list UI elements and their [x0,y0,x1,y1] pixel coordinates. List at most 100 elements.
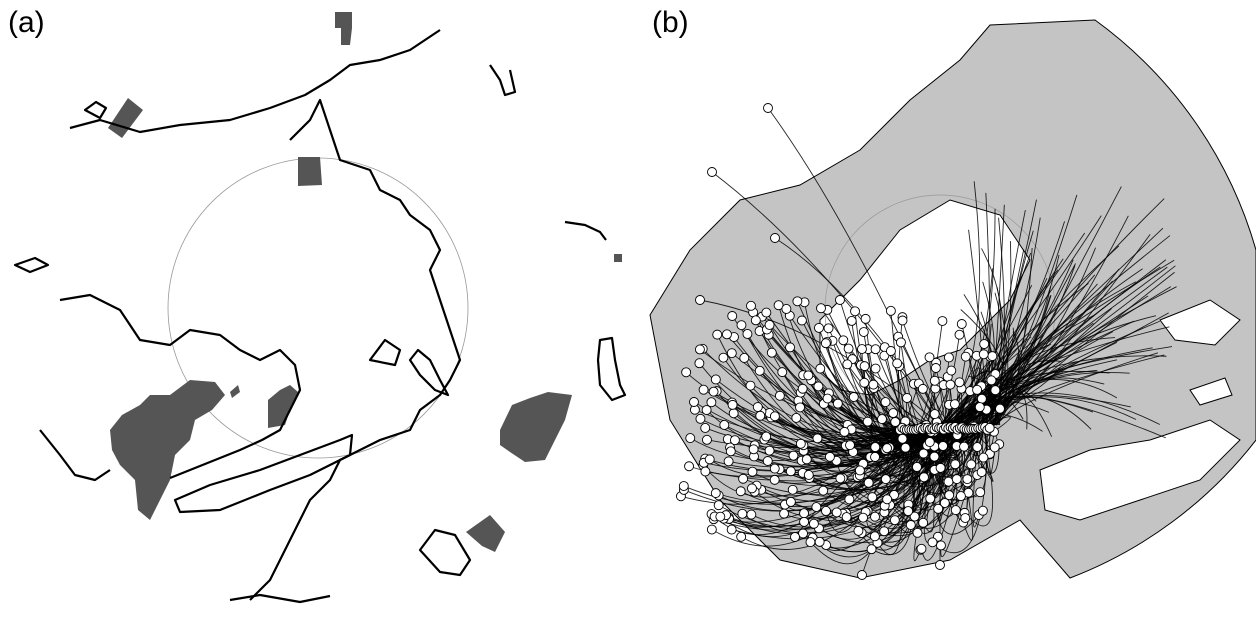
figure: (a) (b) [0,0,1256,622]
block [230,385,240,398]
release-point [987,376,996,385]
release-point [944,477,953,486]
release-point [823,394,832,403]
release-point [881,398,890,407]
block [110,380,225,520]
release-point [729,409,738,418]
release-point [840,427,849,436]
release-point [851,307,860,316]
coastline [565,222,606,240]
release-point [800,517,809,526]
coastline [490,65,515,95]
release-point [724,457,733,466]
release-point [869,380,878,389]
release-point [707,525,716,534]
panel-label: (a) [8,6,45,39]
release-point [809,519,818,528]
release-point [763,456,772,465]
release-point [705,455,714,464]
release-point [906,521,915,530]
release-point [762,308,771,317]
release-point [886,346,895,355]
release-point [701,467,710,476]
release-point [871,443,880,452]
release-point [864,478,873,487]
release-point [904,507,913,516]
release-point [839,336,848,345]
release-point [936,463,945,472]
release-point [824,324,833,333]
release-point [739,474,748,483]
coastline [370,340,400,365]
release-point [939,442,948,451]
release-point [770,475,779,484]
release-point [780,509,789,518]
coastline [85,102,106,118]
release-point [756,411,765,420]
release-point [685,462,694,471]
release-point [762,432,771,441]
release-point [919,449,928,458]
release-point [934,504,943,513]
release-point [746,301,755,310]
release-point [722,330,731,339]
release-point [711,375,720,384]
release-point [963,475,972,484]
release-point [930,452,939,461]
release-point [797,316,806,325]
release-point [842,513,851,522]
release-point [765,320,774,329]
release-point [919,473,928,482]
release-point [951,506,960,515]
release-point [977,468,986,477]
page: {"panels": [{"label": "(a)"}, {"label": … [0,0,1256,622]
release-point [786,343,795,352]
release-point [770,464,779,473]
release-point [707,398,716,407]
release-point [859,328,868,337]
release-point [926,494,935,503]
release-point [928,538,937,547]
release-point [881,475,890,484]
release-point [860,378,869,387]
release-point [782,304,791,313]
release-point [980,340,989,349]
release-point [771,234,780,243]
release-point [978,506,987,515]
release-point [713,330,722,339]
release-point [749,445,758,454]
release-point [775,391,784,400]
release-point [936,541,945,550]
release-point [889,409,898,418]
release-point [930,376,939,385]
release-point [890,516,899,525]
release-point [871,452,880,461]
release-point [708,168,717,177]
release-point [814,323,823,332]
release-point [804,470,813,479]
panel-a: (a) [8,6,625,602]
release-point [878,415,887,424]
release-point [770,412,779,421]
release-point [938,317,947,326]
release-point [753,403,762,412]
release-point [789,451,798,460]
release-point [755,366,764,375]
block [466,515,505,552]
release-point [931,364,940,373]
release-point [802,455,811,464]
release-point [819,486,828,495]
release-point [896,338,905,347]
release-point [798,384,807,393]
release-point [863,417,872,426]
coastline [60,295,300,478]
coastlines [15,30,625,602]
release-point [870,532,879,541]
release-point [845,441,854,450]
release-point [727,525,736,534]
release-point [836,474,845,483]
release-point [961,514,970,523]
release-point [726,447,735,456]
release-point [786,497,795,506]
release-point [686,434,695,443]
